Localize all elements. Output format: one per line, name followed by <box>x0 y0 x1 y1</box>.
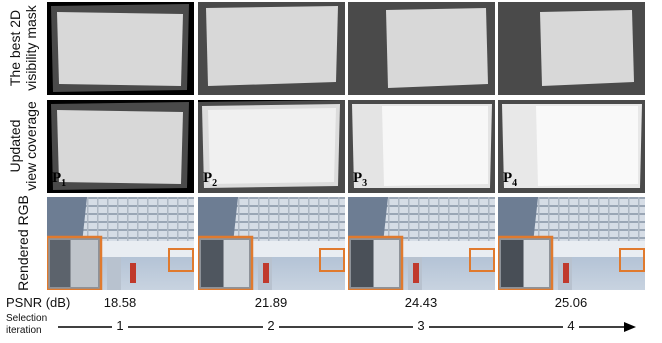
coverage-p3: P3 <box>348 100 495 193</box>
psnr-value: 21.89 <box>254 295 288 310</box>
row-label-line: Rendered RGB <box>15 195 31 291</box>
rendered-rgb-p3 <box>348 197 495 290</box>
psnr-value: 18.58 <box>103 295 137 310</box>
psnr-value: 25.06 <box>554 295 588 310</box>
psnr-value: 24.43 <box>404 295 438 310</box>
selection-iteration-label: Selection iteration <box>6 313 48 336</box>
iteration-arrow <box>58 322 636 332</box>
iteration-number: 2 <box>263 318 279 333</box>
panel-label: P4 <box>503 170 518 189</box>
row-label-visibility-mask: The best 2D visibility mask <box>1 3 45 93</box>
psnr-label: PSNR (dB) <box>6 295 71 310</box>
coverage-p1: P1 <box>47 100 194 193</box>
panel-label: P1 <box>52 170 67 189</box>
iteration-number: 4 <box>563 318 579 333</box>
row-label-line: view coverage <box>23 101 39 191</box>
iteration-number: 3 <box>413 318 429 333</box>
row-label-line: visibility mask <box>23 5 39 91</box>
row-label-line: The best 2D <box>7 9 23 87</box>
iteration-number: 1 <box>112 318 128 333</box>
panel-label: P2 <box>203 170 218 189</box>
visibility-mask-p2 <box>198 2 345 95</box>
rendered-rgb-p2 <box>198 197 345 290</box>
coverage-p4: P4 <box>498 100 645 193</box>
visibility-mask-p3 <box>348 2 495 95</box>
rendered-rgb-p4 <box>498 197 645 290</box>
coverage-p2: P2 <box>198 100 345 193</box>
row-label-view-coverage: Updated view coverage <box>1 101 45 191</box>
panel-label: P3 <box>353 170 368 189</box>
rendered-rgb-p1 <box>47 197 194 290</box>
visibility-mask-p4 <box>498 2 645 95</box>
visibility-mask-p1 <box>47 2 194 95</box>
row-label-line: Updated <box>7 119 23 173</box>
row-label-rendered-rgb: Rendered RGB <box>1 195 45 291</box>
